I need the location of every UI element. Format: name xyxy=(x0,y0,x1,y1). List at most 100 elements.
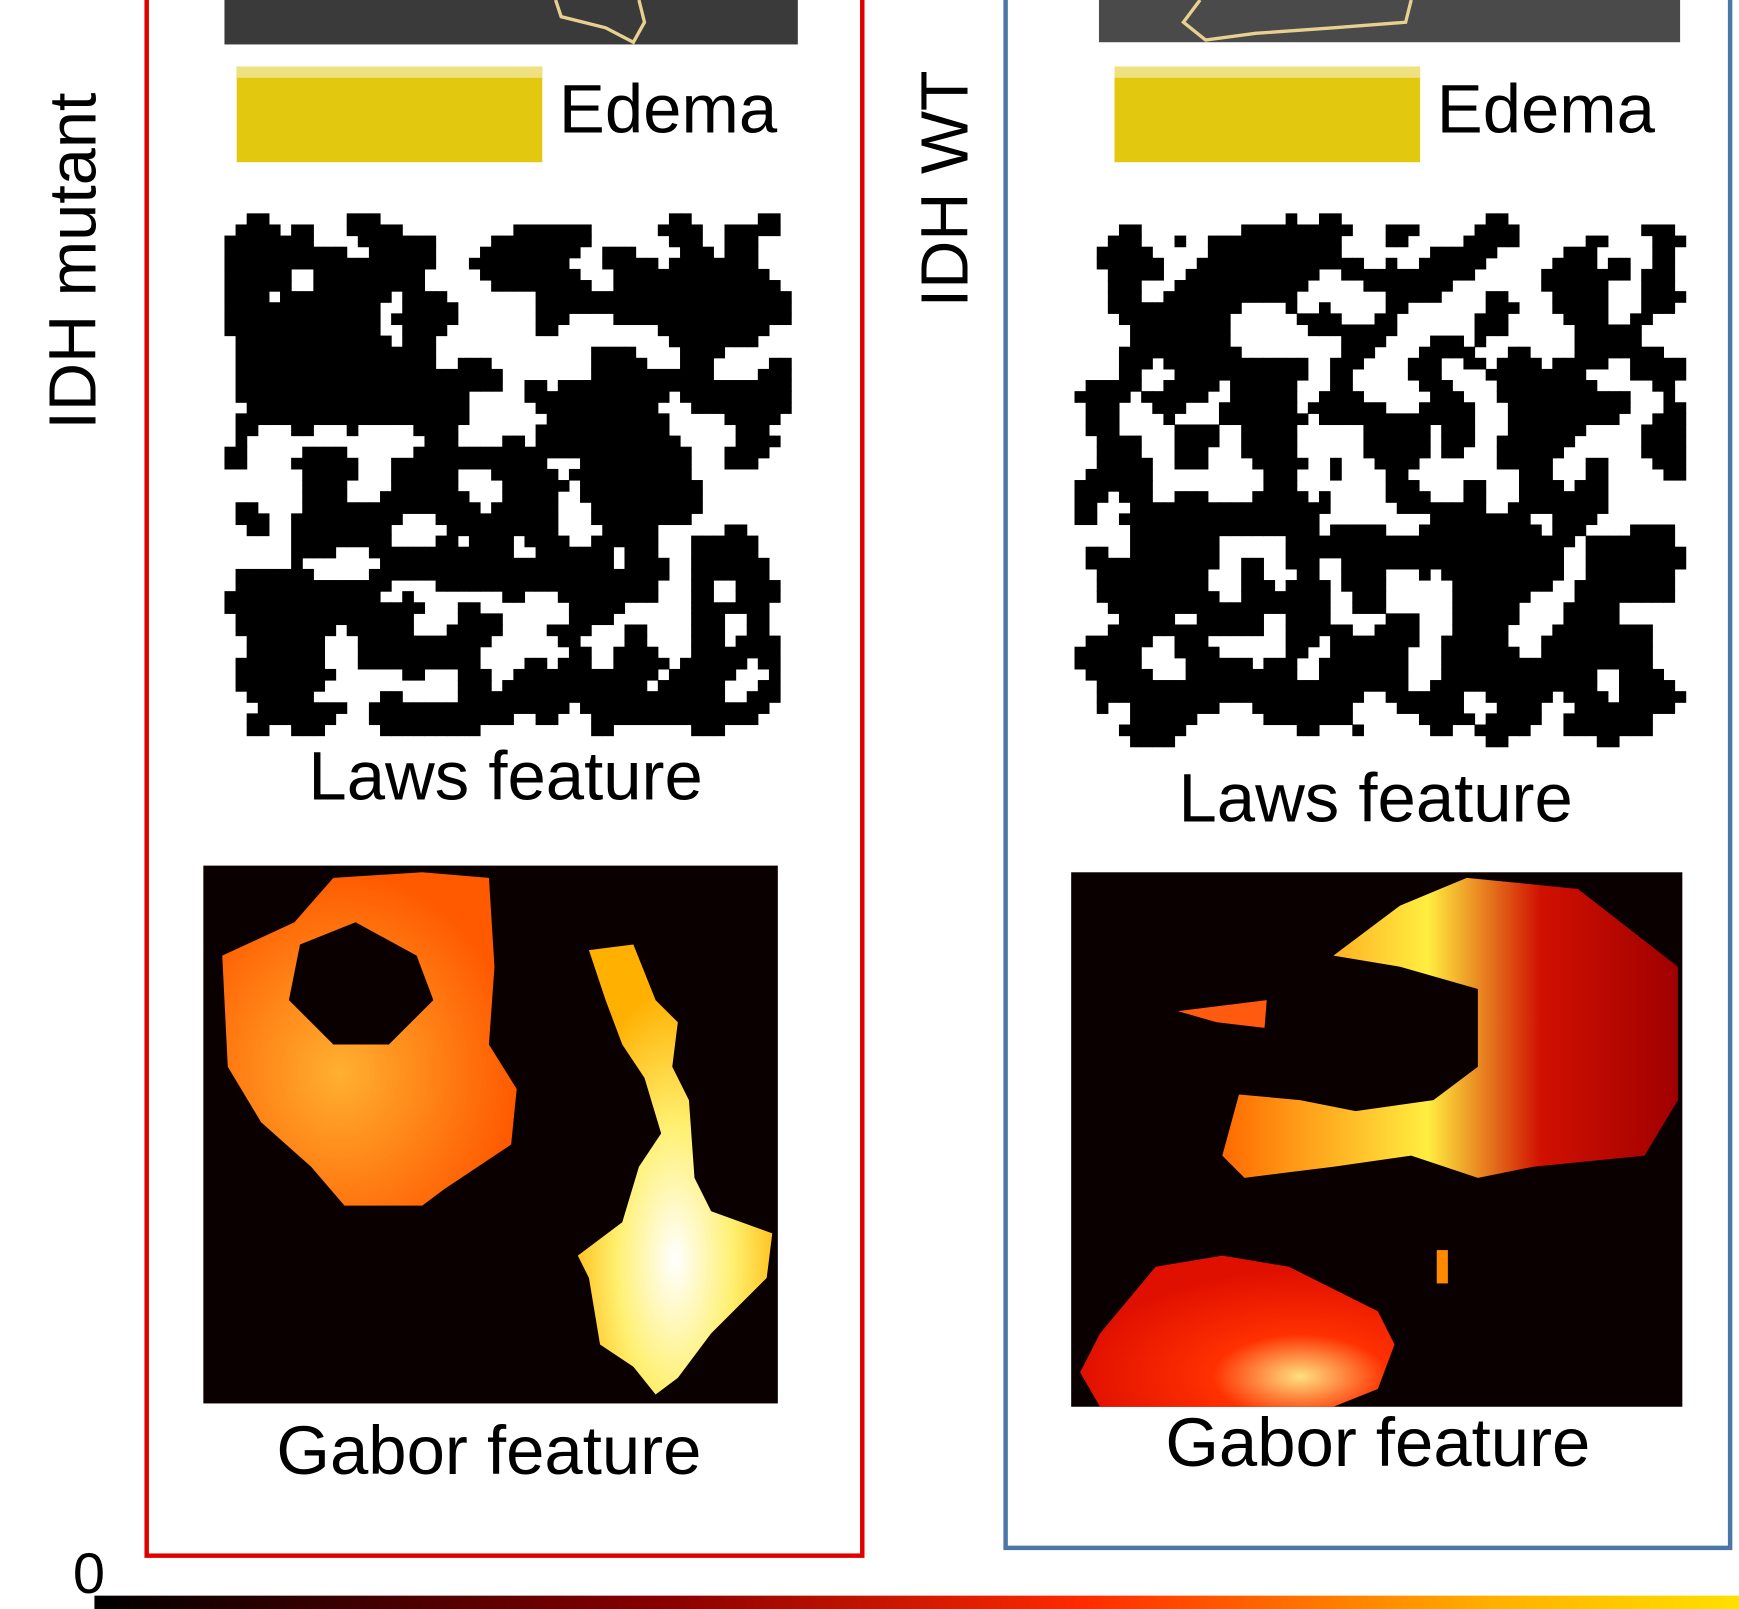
texture-cell xyxy=(1463,402,1475,414)
texture-cell xyxy=(1252,269,1264,281)
texture-cell xyxy=(613,436,625,448)
texture-cell xyxy=(1586,380,1598,392)
texture-cell xyxy=(1297,558,1309,570)
texture-cell xyxy=(1330,469,1342,481)
texture-cell xyxy=(1508,702,1520,714)
texture-cell xyxy=(1175,647,1187,659)
texture-cell xyxy=(1386,636,1398,648)
texture-cell xyxy=(258,569,270,581)
texture-cell xyxy=(291,347,303,359)
texture-cell xyxy=(1497,636,1509,648)
texture-cell xyxy=(1175,591,1187,603)
texture-cell xyxy=(1552,524,1564,536)
texture-cell xyxy=(680,347,692,359)
texture-cell xyxy=(436,636,448,648)
texture-cell xyxy=(1097,436,1109,448)
texture-cell xyxy=(1263,469,1275,481)
texture-cell xyxy=(358,336,370,348)
texture-cell xyxy=(1219,513,1231,525)
texture-cell xyxy=(1419,502,1431,514)
texture-cell xyxy=(547,691,559,703)
texture-cell xyxy=(447,491,459,503)
texture-cell xyxy=(1475,247,1487,259)
texture-cell xyxy=(458,558,470,570)
texture-cell xyxy=(780,402,792,414)
texture-cell xyxy=(380,402,392,414)
texture-cell xyxy=(347,591,359,603)
texture-cell xyxy=(591,402,603,414)
texture-cell xyxy=(1386,313,1398,325)
texture-cell xyxy=(1419,369,1431,381)
texture-cell xyxy=(1263,436,1275,448)
texture-cell xyxy=(613,702,625,714)
texture-cell xyxy=(447,702,459,714)
texture-cell xyxy=(1630,558,1642,570)
texture-cell xyxy=(224,269,236,281)
texture-cell xyxy=(1519,580,1531,592)
texture-cell xyxy=(491,691,503,703)
texture-cell xyxy=(480,680,492,692)
texture-cell xyxy=(691,624,703,636)
texture-cell xyxy=(1119,480,1131,492)
texture-cell xyxy=(269,702,281,714)
texture-cell xyxy=(369,247,381,259)
texture-cell xyxy=(247,613,259,625)
texture-cell xyxy=(458,524,470,536)
texture-cell xyxy=(313,280,325,292)
texture-cell xyxy=(1441,402,1453,414)
texture-cell xyxy=(1575,502,1587,514)
texture-cell xyxy=(1497,358,1509,370)
texture-cell xyxy=(1497,613,1509,625)
texture-cell xyxy=(1097,658,1109,670)
texture-cell xyxy=(1286,458,1298,470)
texture-cell xyxy=(1363,269,1375,281)
texture-cell xyxy=(1230,269,1242,281)
texture-cell xyxy=(1119,624,1131,636)
texture-cell xyxy=(1575,602,1587,614)
texture-cell xyxy=(1519,691,1531,703)
texture-cell xyxy=(1308,536,1320,548)
texture-cell xyxy=(1597,280,1609,292)
texture-cell xyxy=(324,247,336,259)
texture-cell xyxy=(258,269,270,281)
texture-cell xyxy=(1330,691,1342,703)
texture-cell xyxy=(524,513,536,525)
texture-cell xyxy=(424,569,436,581)
texture-cell xyxy=(669,458,681,470)
texture-cell xyxy=(358,524,370,536)
texture-cell xyxy=(1441,258,1453,270)
texture-cell xyxy=(1308,236,1320,248)
mri-image xyxy=(224,0,797,44)
texture-cell xyxy=(1230,280,1242,292)
texture-cell xyxy=(1130,702,1142,714)
texture-cell xyxy=(758,291,770,303)
texture-cell xyxy=(1130,558,1142,570)
texture-cell xyxy=(1452,624,1464,636)
texture-cell xyxy=(1552,436,1564,448)
texture-cell xyxy=(624,469,636,481)
texture-cell xyxy=(247,680,259,692)
texture-cell xyxy=(447,558,459,570)
texture-cell xyxy=(1463,247,1475,259)
texture-cell xyxy=(613,358,625,370)
texture-cell xyxy=(669,491,681,503)
texture-cell xyxy=(1541,647,1553,659)
texture-cell xyxy=(1108,602,1120,614)
texture-cell xyxy=(247,502,259,514)
texture-cell xyxy=(413,402,425,414)
texture-cell xyxy=(324,269,336,281)
texture-cell xyxy=(413,347,425,359)
texture-cell xyxy=(758,702,770,714)
texture-cell xyxy=(1530,502,1542,514)
texture-cell xyxy=(1119,380,1131,392)
texture-cell xyxy=(1375,602,1387,614)
texture-cell xyxy=(658,491,670,503)
texture-cell xyxy=(1141,347,1153,359)
texture-cell xyxy=(1619,702,1631,714)
texture-cell xyxy=(569,602,581,614)
texture-cell xyxy=(724,236,736,248)
texture-cell xyxy=(613,513,625,525)
texture-cell xyxy=(1263,580,1275,592)
texture-cell xyxy=(247,580,259,592)
texture-cell xyxy=(1408,447,1420,459)
